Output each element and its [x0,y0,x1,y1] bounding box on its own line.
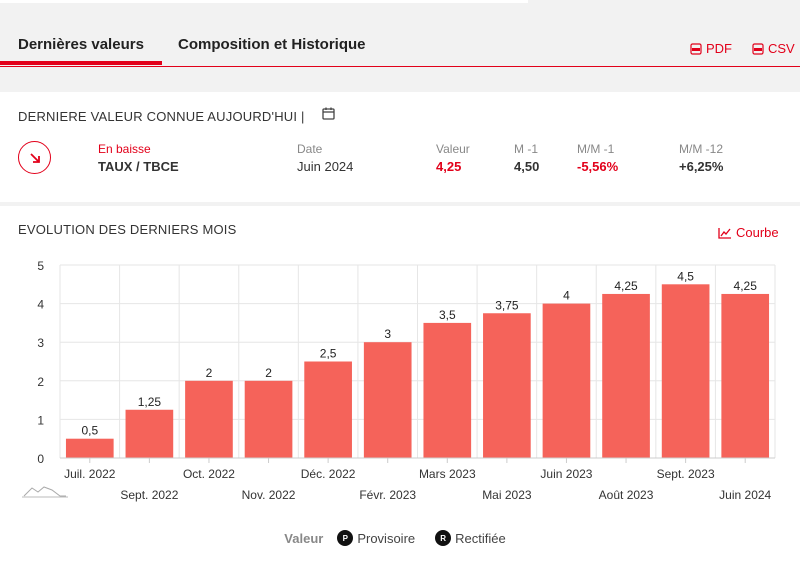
x-tick-label: Août 2023 [599,488,654,502]
calendar-icon[interactable] [322,107,335,120]
data-label: 3,75 [495,298,519,312]
mm1-label: M/M -1 [577,142,615,156]
active-tab-indicator [0,61,162,65]
provisoire-label: Provisoire [357,530,416,546]
tab-bar: Dernières valeurs Composition et Histori… [0,30,800,67]
navigator-sparkline-icon[interactable] [22,484,68,498]
evolution-title: EVOLUTION DES DERNIERS MOIS [18,222,237,237]
x-tick-label: Juin 2024 [719,488,771,502]
current-value: 4,25 [436,159,462,174]
x-tick-label: Sept. 2022 [120,488,178,502]
evolution-card: EVOLUTION DES DERNIERS MOIS Courbe 0 1 2 3 4… [0,206,800,563]
value-label: Valeur [436,142,470,156]
x-tick-label: Juin 2023 [540,467,592,481]
m1-value: 4,50 [514,159,540,174]
y-tick-label: 0 [37,452,44,466]
x-tick-label: Mai 2023 [482,488,532,502]
bar [65,438,114,458]
pdf-label: PDF [706,41,732,56]
x-tick-label: Oct. 2022 [183,467,235,481]
pdf-download-button[interactable]: PDF [690,41,732,56]
data-label: 4 [563,289,570,303]
tab-latest-values[interactable]: Dernières valeurs [18,36,144,53]
line-chart-icon [718,227,731,239]
m1-column: M -1 4,50 [514,142,539,174]
latest-value-title: DERNIERE VALEUR CONNUE AUJOURD'HUI | [18,109,305,124]
x-tick-label: Juil. 2022 [64,467,116,481]
date-value: Juin 2024 [297,159,354,174]
x-tick-label: Sept. 2023 [657,467,715,481]
bar [423,322,472,458]
legend-series-label[interactable]: Valeur [284,530,324,546]
provisoire-badge-icon: P [337,530,354,546]
data-label: 1,25 [138,395,162,409]
mm12-column: M/M -12 +6,25% [679,142,723,174]
y-tick-label: 5 [37,259,44,273]
bar [542,303,591,458]
mm1-column: M/M -1 -5,56% [577,142,618,174]
legend-provisoire: P Provisoire [337,530,415,546]
csv-icon [752,42,764,55]
indicator-name: TAUX / TBCE [98,159,179,174]
x-tick-label: Févr. 2023 [359,488,416,502]
x-tick-label: Mars 2023 [419,467,476,481]
legend-rectifiee: R Rectifiée [435,530,506,546]
tab-composition-history[interactable]: Composition et Historique [178,36,366,53]
x-tick-label: Déc. 2022 [301,467,356,481]
trend-label: En baisse [98,142,151,156]
m1-label: M -1 [514,142,538,156]
data-label: 2 [265,366,272,380]
bar [721,293,770,458]
data-label: 3 [384,327,391,341]
trend-down-icon [18,141,51,174]
data-label: 2 [206,366,213,380]
value-column: Valeur 4,25 [436,142,470,174]
curve-toggle-button[interactable]: Courbe [718,225,779,240]
indicator-column: En baisse TAUX / TBCE [98,142,179,174]
data-label: 0,5 [81,424,98,438]
mm12-label: M/M -12 [679,142,724,156]
bar [363,342,412,458]
data-label: 4,5 [677,269,694,283]
evolution-bar-chart: 0 1 2 3 4 5 0,5 1,25 2 2 2,5 3 3,5 3,75 4 4,25 4,5 4,25 Ju… [37,259,776,502]
date-column: Date Juin 2024 [297,142,353,174]
bar [244,380,293,458]
x-tick-label: Nov. 2022 [242,488,296,502]
csv-label: CSV [768,41,795,56]
curve-label: Courbe [736,225,779,240]
top-bar [0,0,528,3]
y-tick-label: 4 [37,298,44,312]
date-label: Date [297,142,323,156]
bar [304,361,352,458]
csv-download-button[interactable]: CSV [752,41,795,56]
bar [661,284,710,458]
chart-legend: Valeur P Provisoire R Rectifiée [0,530,800,546]
bar [483,313,531,458]
pdf-icon [690,42,702,55]
y-tick-label: 2 [37,375,44,389]
rectifiee-label: Rectifiée [455,530,506,546]
y-tick-label: 3 [37,336,44,350]
latest-value-card: DERNIERE VALEUR CONNUE AUJOURD'HUI | En … [0,92,800,202]
bar [185,380,233,458]
bar [125,409,174,458]
data-label: 4,25 [614,279,638,293]
data-label: 2,5 [320,347,337,361]
data-label: 3,5 [439,308,456,322]
mm1-value: -5,56% [577,159,619,174]
mm12-value: +6,25% [679,159,724,174]
y-tick-label: 1 [37,413,44,427]
bar [602,293,650,458]
data-label: 4,25 [734,279,758,293]
rectifiee-badge-icon: R [435,530,452,546]
